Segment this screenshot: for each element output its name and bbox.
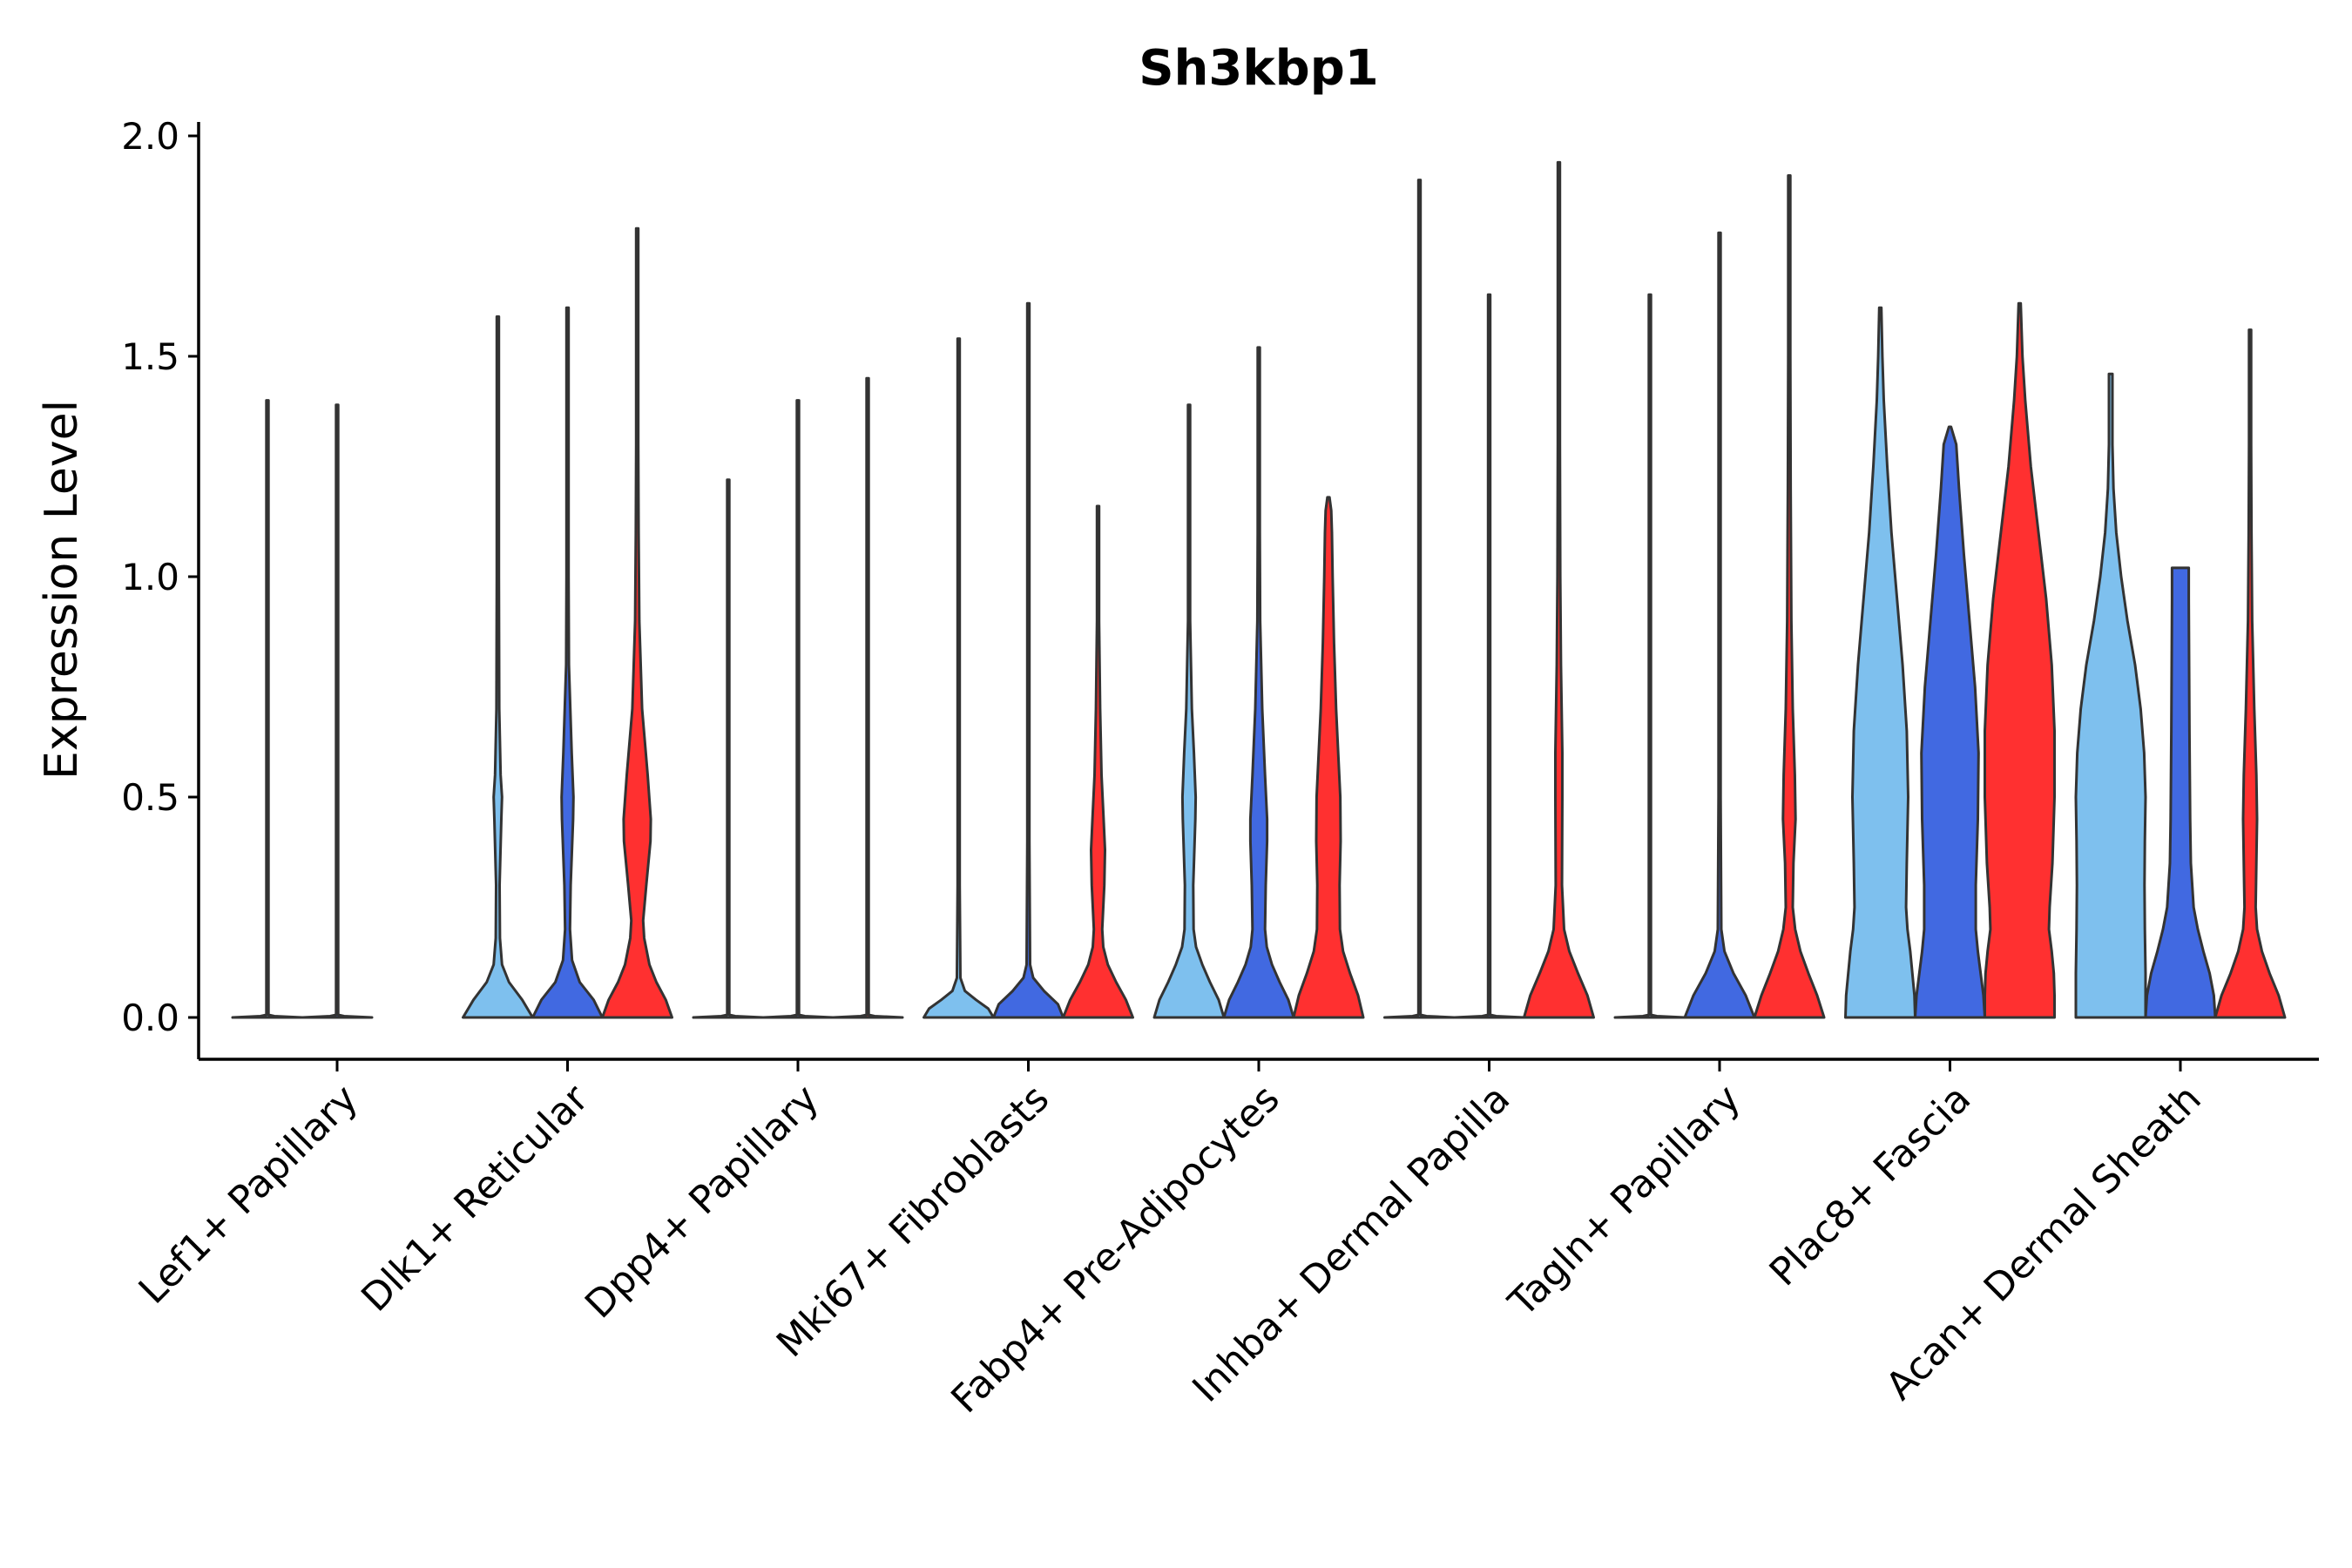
violin-4-group-3 [1062,504,1134,1019]
x-category-label: Plac8+ Fascia [1761,1077,1980,1295]
violin-6-group-2 [1453,293,1525,1019]
violin-4-group-1 [923,337,995,1019]
violin-3-group-2 [761,399,835,1019]
x-category-label: Dpp4+ Papillary [577,1077,828,1328]
x-category-label: Tagln+ Papillary [1500,1077,1749,1326]
violin-1-group-2 [301,403,374,1019]
violin-7-group-2 [1683,231,1756,1019]
violin-8-group-1 [1844,306,1916,1019]
y-tick-label: 1.0 [121,556,179,598]
y-axis-label: Expression Level [36,400,88,780]
chart-title: Sh3kbp1 [1139,40,1379,97]
violin-2-group-3 [601,226,673,1019]
violin-2-group-2 [531,306,604,1019]
violin-4-group-2 [992,301,1064,1019]
violin-9-group-2 [2144,566,2217,1019]
violin-8-group-2 [1914,425,1986,1019]
violin-7-group-3 [1753,174,1826,1019]
violin-9-group-3 [2213,328,2287,1019]
y-tick-label: 2.0 [121,115,179,158]
x-category-label: Dlk1+ Reticular [353,1076,598,1321]
violins-layer [231,160,2287,1019]
y-tick-label: 0.5 [121,776,179,819]
violin-7-group-1 [1613,293,1686,1019]
violin-3-group-1 [692,478,765,1019]
x-category-label: Lef1+ Papillary [131,1077,367,1313]
y-tick-label: 1.5 [121,335,179,378]
violin-1-group-1 [231,399,304,1019]
violin-2-group-1 [462,315,534,1019]
y-tick-label: 0.0 [121,997,179,1039]
violin-6-group-3 [1523,160,1595,1019]
violin-6-group-1 [1383,179,1456,1019]
violin-9-group-1 [2074,372,2147,1019]
violin-5-group-3 [1292,496,1365,1019]
violin-5-group-1 [1152,403,1226,1019]
violin-3-group-3 [831,376,904,1019]
violin-8-group-3 [1984,301,2056,1019]
violin-5-group-2 [1222,346,1295,1019]
